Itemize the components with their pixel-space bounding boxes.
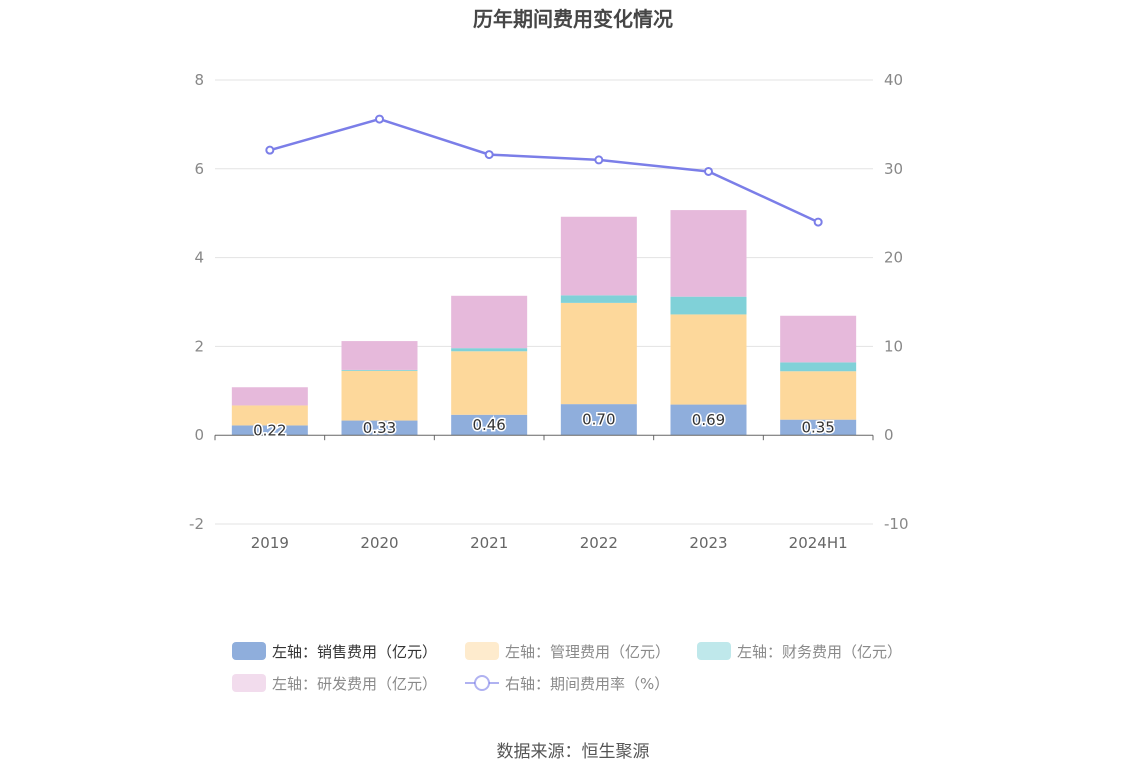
bar-sales <box>780 419 857 436</box>
left-tick-label: 2 <box>194 337 204 355</box>
left-tick-label: 8 <box>194 71 204 89</box>
legend: 左轴：销售费用（亿元） 左轴：管理费用（亿元） 左轴：财务费用（亿元） 左轴：研发费用… <box>232 642 902 693</box>
right-tick-label: 0 <box>884 426 894 444</box>
rate-line <box>269 117 819 224</box>
sales-data-label: 0.22 <box>253 421 286 439</box>
legend-swatch-sales <box>232 642 266 660</box>
left-tick-label: 4 <box>194 249 204 267</box>
bar-finance <box>670 296 747 315</box>
legend-marker-swatch <box>474 675 490 691</box>
rate-point <box>375 114 384 124</box>
bar-rnd <box>560 216 637 296</box>
legend-item-admin: 左轴：管理费用（亿元） <box>465 642 670 661</box>
bar-admin <box>451 351 528 415</box>
bar-rnd <box>231 387 308 406</box>
rate-point <box>594 155 604 165</box>
legend-item-rnd: 左轴：研发费用（亿元） <box>232 674 437 693</box>
bar-finance <box>560 295 637 303</box>
bar-admin <box>341 370 418 421</box>
x-tick-label: 2022 <box>580 534 618 552</box>
rate-point <box>813 217 823 227</box>
chart-title: 历年期间费用变化情况 <box>473 7 673 31</box>
x-axis-ticks: 2019 2020 2021 2022 2023 2024H1 <box>251 534 848 552</box>
legend-swatch-admin <box>465 642 499 660</box>
left-tick-label: -2 <box>189 515 204 533</box>
bar-admin <box>670 314 747 405</box>
sales-data-label: 0.69 <box>692 411 725 429</box>
x-tick-label: 2019 <box>251 534 289 552</box>
bar-admin <box>231 405 308 426</box>
left-tick-label: 0 <box>194 426 204 444</box>
sales-data-label: 0.70 <box>582 411 615 429</box>
legend-label: 左轴：管理费用（亿元） <box>505 643 670 661</box>
x-tick-label: 2020 <box>360 534 398 552</box>
legend-label: 左轴：财务费用（亿元） <box>737 643 902 661</box>
legend-swatch-finance <box>697 642 731 660</box>
bar-sales <box>560 404 637 436</box>
x-axis <box>214 434 874 441</box>
bar-sales <box>670 404 747 436</box>
bar-sales <box>451 414 528 436</box>
right-tick-label: 40 <box>884 71 903 89</box>
legend-item-rate: 右轴：期间费用率（%） <box>465 675 669 693</box>
bar-rnd <box>670 210 747 297</box>
data-labels: 0.22 0.33 0.46 0.70 0.69 0.35 <box>252 409 837 441</box>
rate-point <box>484 150 494 160</box>
right-tick-label: 10 <box>884 337 903 355</box>
bar-rnd <box>341 341 418 370</box>
right-tick-label: 30 <box>884 160 903 178</box>
left-axis: -2 0 2 4 6 8 <box>189 71 204 533</box>
legend-label: 左轴：研发费用（亿元） <box>272 675 437 693</box>
legend-label: 右轴：期间费用率（%） <box>505 675 669 693</box>
bar-sales <box>341 420 418 436</box>
legend-swatch-rnd <box>232 674 266 692</box>
right-axis: -10 0 10 20 30 40 <box>884 71 909 533</box>
x-tick-label: 2021 <box>470 534 508 552</box>
legend-item-finance: 左轴：财务费用（亿元） <box>697 642 902 661</box>
legend-item-sales: 左轴：销售费用（亿元） <box>232 642 437 661</box>
bar-finance <box>451 348 528 352</box>
bar-sales <box>231 425 308 436</box>
x-tick-label: 2023 <box>689 534 727 552</box>
x-tick-label: 2024H1 <box>789 534 848 552</box>
bar-finance <box>780 362 857 372</box>
right-tick-label: 20 <box>884 249 903 267</box>
sales-data-label: 0.33 <box>363 419 396 437</box>
rate-point <box>704 166 713 176</box>
legend-label: 左轴：销售费用（亿元） <box>272 643 437 661</box>
left-tick-label: 6 <box>194 160 204 178</box>
sales-data-label: 0.46 <box>472 416 505 434</box>
bar-rnd <box>451 295 528 349</box>
bar-admin <box>780 371 857 420</box>
grid-lines <box>215 79 873 525</box>
sales-data-label: 0.35 <box>801 418 834 436</box>
right-tick-label: -10 <box>884 515 909 533</box>
source-note: 数据来源：恒生聚源 <box>497 742 650 762</box>
bar-rnd <box>780 315 857 363</box>
rate-point <box>265 145 275 155</box>
rate-line-series <box>265 114 823 227</box>
bar-series <box>231 210 857 436</box>
bar-admin <box>560 302 637 405</box>
bar-finance <box>341 369 418 371</box>
